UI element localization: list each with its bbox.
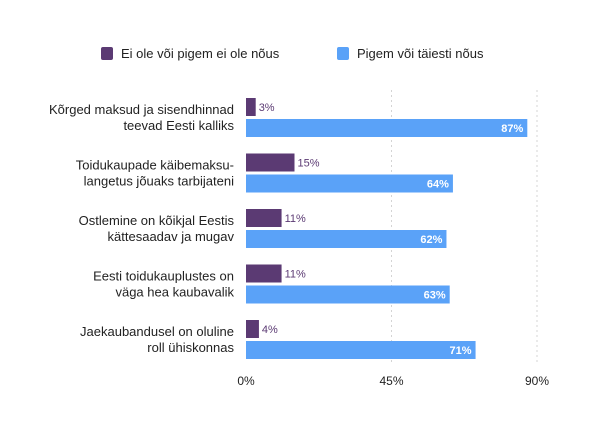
bar-agree	[246, 230, 447, 248]
bars: 3% 87% 15% 64% 11% 62% 11% 63% 4% 71%	[246, 98, 528, 359]
x-tick-label: 90%	[525, 374, 549, 388]
data-label: 4%	[262, 324, 278, 336]
data-label: 11%	[285, 269, 306, 281]
bar-agree	[246, 119, 528, 137]
bar-disagree	[246, 209, 282, 227]
x-axis: 0% 45% 90%	[237, 374, 549, 388]
category-label: Jaekaubandusel on oluline roll ühiskonnas	[80, 324, 234, 355]
category-label: Kõrged maksud ja sisendhinnad teevad Eest…	[49, 102, 235, 133]
bar-agree	[246, 174, 453, 193]
legend-item-2: Pigem või täiesti nõus	[337, 46, 484, 61]
data-label: 64%	[427, 179, 449, 191]
legend-swatch	[337, 47, 349, 60]
data-label: 87%	[501, 123, 523, 135]
legend-item-1: Ei ole või pigem ei ole nõus	[101, 46, 280, 61]
bar-disagree	[246, 264, 282, 283]
data-label: 62%	[420, 234, 442, 246]
data-label: 63%	[424, 290, 446, 302]
bar-disagree	[246, 320, 259, 338]
legend: Ei ole või pigem ei ole nõus Pigem või tä…	[101, 46, 484, 61]
bar-agree	[246, 341, 476, 359]
category-labels: Kõrged maksud ja sisendhinnad teevad Eest…	[49, 102, 235, 355]
category-label: Eesti toidukauplustes on väga hea kaubava…	[93, 269, 234, 300]
data-label: 3%	[259, 102, 275, 114]
data-label: 15%	[298, 158, 320, 170]
legend-swatch	[101, 47, 113, 60]
bar-disagree	[246, 98, 256, 116]
category-label: Ostlemine on kõikjal Eestis kättesaadav j…	[79, 213, 235, 244]
x-tick-label: 0%	[237, 374, 255, 388]
bar-disagree	[246, 153, 295, 172]
data-label: 71%	[450, 345, 472, 357]
legend-label: Ei ole või pigem ei ole nõus	[121, 46, 280, 61]
bar-agree	[246, 285, 450, 304]
legend-label: Pigem või täiesti nõus	[357, 46, 484, 61]
data-label: 11%	[285, 213, 306, 225]
x-tick-label: 45%	[379, 374, 403, 388]
category-label: Toidukaupade käibemaksu-langetus jõuaks …	[76, 158, 234, 189]
